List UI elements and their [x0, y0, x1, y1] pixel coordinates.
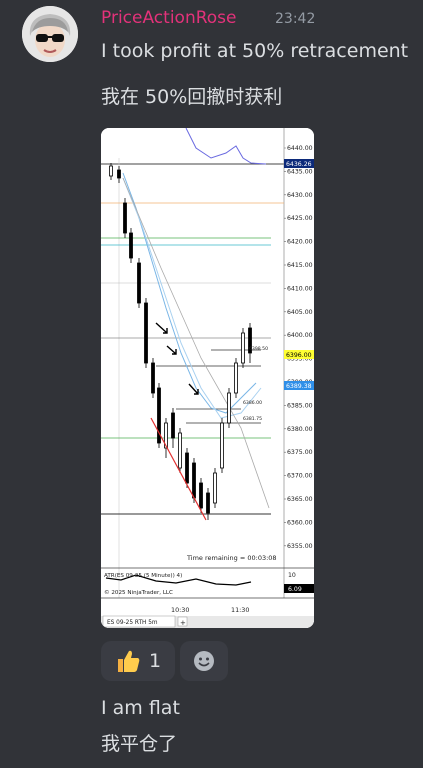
price-axis-label: 6400.00	[287, 332, 313, 339]
price-axis-label: 6410.00	[287, 285, 313, 292]
atr-label: ATR(ES 09-25 (5 Minute)) 4)	[104, 573, 182, 579]
message-text-line-2: 我在 50%回撤时获利	[101, 86, 283, 108]
time-axis-label: 10:30	[171, 606, 189, 614]
reaction-thumbs-up[interactable]: 1	[101, 641, 175, 681]
time-remaining-label: Time remaining = 00:03:08	[186, 554, 277, 562]
price-axis-label: 6435.00	[287, 168, 313, 175]
reaction-count: 1	[148, 650, 162, 672]
price-axis-label: 6395.00	[287, 356, 313, 363]
price-axis-label: 6360.00	[287, 519, 313, 526]
chart-tab[interactable]: ES 09-25 RTH 5m	[107, 620, 158, 626]
price-tag-box	[284, 159, 314, 168]
message-text-line-3: I am flat	[101, 697, 180, 719]
price-tag: 6396.00	[286, 352, 312, 359]
price-tag-box	[284, 350, 314, 359]
price-axis-label: 6370.00	[287, 473, 313, 480]
avatar[interactable]	[22, 6, 78, 62]
level-label: 6386.00	[243, 400, 262, 406]
price-axis-label: 6420.00	[287, 239, 313, 246]
copyright-label: © 2025 NinjaTrader, LLC	[104, 589, 173, 596]
message-timestamp: 23:42	[275, 11, 316, 27]
chart-image-attachment[interactable]: 6440.00 6435.00 6430.00 6425.00 6420.00 6415.…	[101, 128, 314, 628]
add-tab-button[interactable]: +	[180, 619, 186, 627]
thumbs-up-icon	[117, 650, 140, 672]
price-tag: 6436.26	[286, 161, 312, 168]
level-label: 6398.50	[249, 346, 268, 352]
price-axis-label: 6425.00	[287, 215, 313, 222]
price-axis-label: 6405.00	[287, 309, 313, 316]
message-text-line-4: 我平仓了	[101, 733, 178, 755]
time-axis-label: 11:30	[231, 606, 249, 614]
price-axis-label: 6375.00	[287, 449, 313, 456]
price-axis-label: 6380.00	[287, 426, 313, 433]
message-text-line-1: I took profit at 50% retracement	[101, 40, 409, 62]
price-axis-label: 6415.00	[287, 262, 313, 269]
add-reaction-button[interactable]	[180, 641, 228, 681]
atr-axis-label: 10	[288, 572, 296, 579]
price-axis-label: 6430.00	[287, 192, 313, 199]
add-reaction-icon	[194, 651, 214, 671]
price-tag: 6389.38	[286, 383, 312, 390]
price-axis-label: 6440.00	[287, 145, 313, 152]
price-tag-box	[284, 381, 314, 390]
atr-value-tag: 6.09	[288, 586, 302, 593]
price-axis-label: 6355.00	[287, 543, 313, 550]
message-author[interactable]: PriceActionRose	[101, 8, 237, 28]
price-axis-label: 6385.00	[287, 402, 313, 409]
level-label: 6381.75	[243, 416, 262, 422]
price-axis-label: 6365.00	[287, 496, 313, 503]
